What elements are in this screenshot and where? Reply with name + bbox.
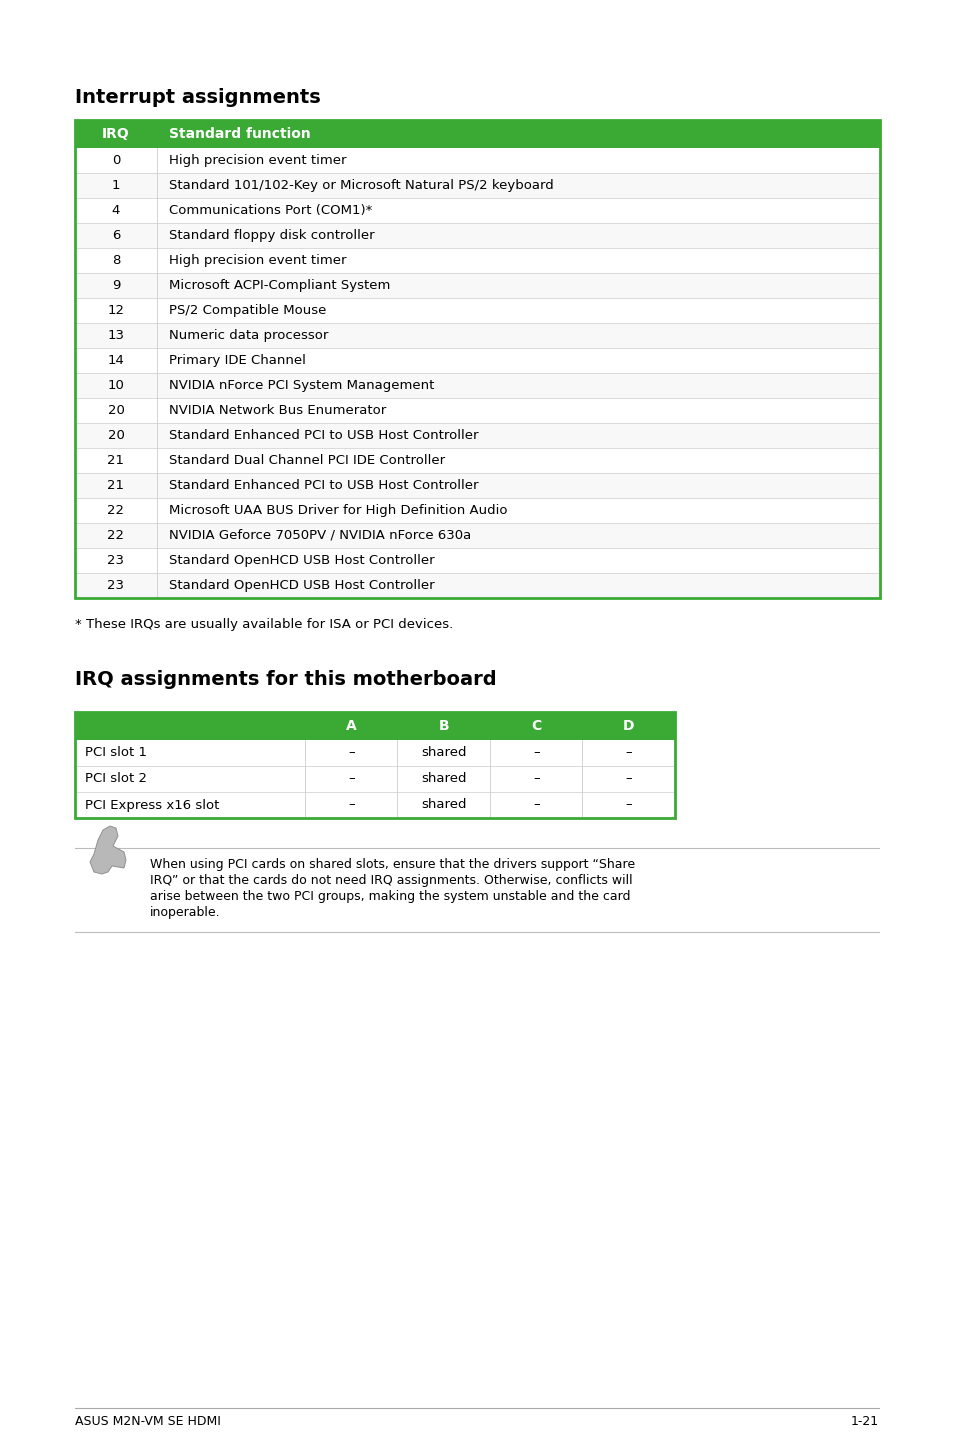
Text: NVIDIA Network Bus Enumerator: NVIDIA Network Bus Enumerator — [169, 404, 386, 417]
Text: –: – — [533, 772, 539, 785]
Text: 23: 23 — [108, 554, 125, 567]
Text: Standard floppy disk controller: Standard floppy disk controller — [169, 229, 375, 242]
Text: B: B — [438, 719, 449, 733]
Bar — [75, 298, 879, 324]
Text: 6: 6 — [112, 229, 120, 242]
Bar — [75, 348, 879, 372]
Text: IRQ: IRQ — [102, 127, 130, 141]
Text: 20: 20 — [108, 429, 124, 441]
Text: shared: shared — [420, 772, 466, 785]
Text: arise between the two PCI groups, making the system unstable and the card: arise between the two PCI groups, making… — [150, 890, 630, 903]
Text: D: D — [622, 719, 634, 733]
Bar — [75, 523, 879, 548]
Bar — [75, 119, 879, 148]
Text: 1-21: 1-21 — [850, 1415, 878, 1428]
Text: Communications Port (COM1)*: Communications Port (COM1)* — [169, 204, 372, 217]
Bar — [75, 766, 675, 792]
Bar — [75, 324, 879, 348]
Bar — [75, 273, 879, 298]
Text: 22: 22 — [108, 503, 125, 518]
Text: A: A — [346, 719, 356, 733]
Polygon shape — [90, 825, 126, 874]
Text: IRQ” or that the cards do not need IRQ assignments. Otherwise, conflicts will: IRQ” or that the cards do not need IRQ a… — [150, 874, 632, 887]
Text: Standard Dual Channel PCI IDE Controller: Standard Dual Channel PCI IDE Controller — [169, 454, 445, 467]
Text: –: – — [533, 798, 539, 811]
Text: Standard OpenHCD USB Host Controller: Standard OpenHCD USB Host Controller — [169, 554, 435, 567]
Bar — [75, 548, 879, 572]
Text: PS/2 Compatible Mouse: PS/2 Compatible Mouse — [169, 303, 326, 316]
Text: ASUS M2N-VM SE HDMI: ASUS M2N-VM SE HDMI — [75, 1415, 221, 1428]
Text: –: – — [533, 746, 539, 759]
Text: shared: shared — [420, 746, 466, 759]
Text: 14: 14 — [108, 354, 124, 367]
Text: Standard Enhanced PCI to USB Host Controller: Standard Enhanced PCI to USB Host Contro… — [169, 479, 478, 492]
Text: –: – — [625, 798, 632, 811]
Text: NVIDIA nForce PCI System Management: NVIDIA nForce PCI System Management — [169, 380, 434, 393]
Text: 23: 23 — [108, 580, 125, 592]
Text: 21: 21 — [108, 479, 125, 492]
Text: PCI Express x16 slot: PCI Express x16 slot — [85, 798, 219, 811]
Bar — [75, 398, 879, 423]
Text: 13: 13 — [108, 329, 125, 342]
Text: High precision event timer: High precision event timer — [169, 154, 346, 167]
Bar — [75, 173, 879, 198]
Text: 21: 21 — [108, 454, 125, 467]
Text: Microsoft ACPI-Compliant System: Microsoft ACPI-Compliant System — [169, 279, 390, 292]
Text: 9: 9 — [112, 279, 120, 292]
Text: NVIDIA Geforce 7050PV / NVIDIA nForce 630a: NVIDIA Geforce 7050PV / NVIDIA nForce 63… — [169, 529, 471, 542]
Text: Standard Enhanced PCI to USB Host Controller: Standard Enhanced PCI to USB Host Contro… — [169, 429, 478, 441]
Text: PCI slot 1: PCI slot 1 — [85, 746, 147, 759]
Bar — [75, 423, 879, 449]
Text: –: – — [625, 746, 632, 759]
Text: 1: 1 — [112, 178, 120, 193]
Text: 0: 0 — [112, 154, 120, 167]
Bar — [75, 449, 879, 473]
Text: C: C — [531, 719, 540, 733]
Text: –: – — [348, 772, 355, 785]
Text: Numeric data processor: Numeric data processor — [169, 329, 328, 342]
Bar — [75, 792, 675, 818]
Text: 8: 8 — [112, 255, 120, 267]
Text: inoperable.: inoperable. — [150, 906, 220, 919]
Text: High precision event timer: High precision event timer — [169, 255, 346, 267]
Bar — [75, 223, 879, 247]
Bar — [75, 712, 675, 818]
Text: Microsoft UAA BUS Driver for High Definition Audio: Microsoft UAA BUS Driver for High Defini… — [169, 503, 507, 518]
Text: shared: shared — [420, 798, 466, 811]
Bar — [75, 741, 675, 766]
Bar — [75, 473, 879, 498]
Text: Standard function: Standard function — [169, 127, 311, 141]
Text: 4: 4 — [112, 204, 120, 217]
Text: When using PCI cards on shared slots, ensure that the drivers support “Share: When using PCI cards on shared slots, en… — [150, 858, 635, 871]
Text: –: – — [348, 746, 355, 759]
Text: 20: 20 — [108, 404, 124, 417]
Bar — [75, 198, 879, 223]
Text: * These IRQs are usually available for ISA or PCI devices.: * These IRQs are usually available for I… — [75, 618, 453, 631]
Text: 22: 22 — [108, 529, 125, 542]
Text: Interrupt assignments: Interrupt assignments — [75, 88, 320, 106]
Text: PCI slot 2: PCI slot 2 — [85, 772, 147, 785]
Text: IRQ assignments for this motherboard: IRQ assignments for this motherboard — [75, 670, 497, 689]
Bar — [75, 712, 675, 741]
Bar — [75, 148, 879, 173]
Bar — [75, 572, 879, 598]
Bar — [75, 119, 879, 598]
Text: Standard OpenHCD USB Host Controller: Standard OpenHCD USB Host Controller — [169, 580, 435, 592]
Text: 10: 10 — [108, 380, 124, 393]
Bar — [75, 372, 879, 398]
Text: 12: 12 — [108, 303, 125, 316]
Text: Standard 101/102-Key or Microsoft Natural PS/2 keyboard: Standard 101/102-Key or Microsoft Natura… — [169, 178, 553, 193]
Text: Primary IDE Channel: Primary IDE Channel — [169, 354, 306, 367]
Text: –: – — [625, 772, 632, 785]
Bar — [75, 247, 879, 273]
Text: –: – — [348, 798, 355, 811]
Bar — [75, 498, 879, 523]
